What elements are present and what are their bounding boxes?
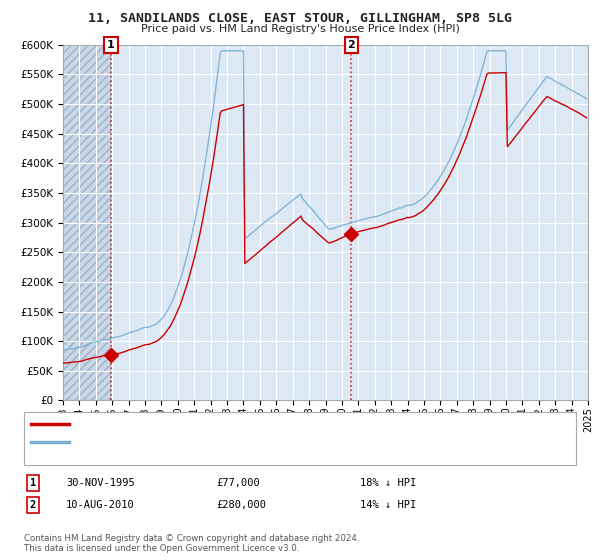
- Text: 2: 2: [30, 500, 36, 510]
- Bar: [63, 45, 111, 400]
- Text: 2: 2: [347, 40, 355, 50]
- Text: 1: 1: [107, 40, 115, 50]
- Text: Contains HM Land Registry data © Crown copyright and database right 2024.
This d: Contains HM Land Registry data © Crown c…: [24, 534, 359, 553]
- Text: £77,000: £77,000: [216, 478, 260, 488]
- Text: 11, SANDILANDS CLOSE, EAST STOUR, GILLINGHAM, SP8 5LG: 11, SANDILANDS CLOSE, EAST STOUR, GILLIN…: [88, 12, 512, 25]
- Text: HPI: Average price, detached house, Dorset: HPI: Average price, detached house, Dors…: [78, 437, 325, 447]
- Text: 18% ↓ HPI: 18% ↓ HPI: [360, 478, 416, 488]
- Text: 30-NOV-1995: 30-NOV-1995: [66, 478, 135, 488]
- Text: ────: ────: [39, 418, 69, 431]
- Text: 1: 1: [30, 478, 36, 488]
- Text: 11, SANDILANDS CLOSE, EAST STOUR, GILLINGHAM, SP8 5LG (detached house): 11, SANDILANDS CLOSE, EAST STOUR, GILLIN…: [78, 419, 489, 430]
- Text: £280,000: £280,000: [216, 500, 266, 510]
- Text: 10-AUG-2010: 10-AUG-2010: [66, 500, 135, 510]
- Text: 14% ↓ HPI: 14% ↓ HPI: [360, 500, 416, 510]
- Text: ────: ────: [39, 436, 69, 449]
- Text: Price paid vs. HM Land Registry's House Price Index (HPI): Price paid vs. HM Land Registry's House …: [140, 24, 460, 34]
